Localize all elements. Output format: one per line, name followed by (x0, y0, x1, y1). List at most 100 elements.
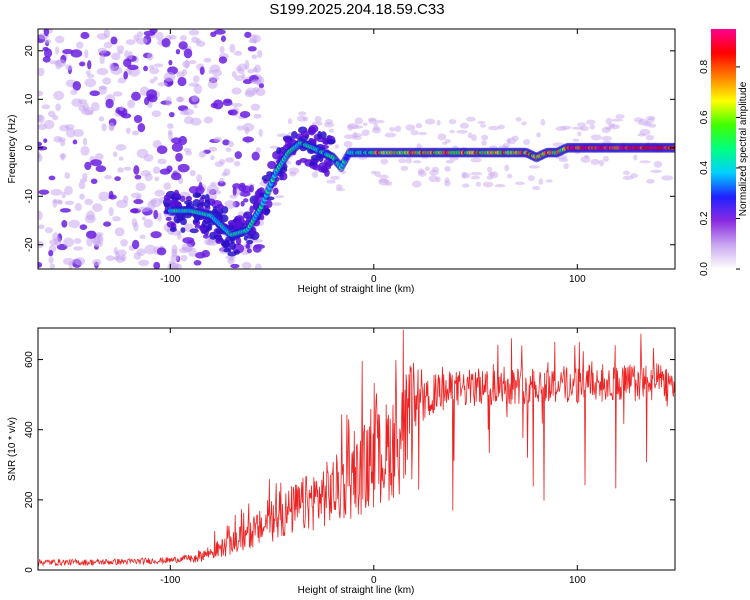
heatmap-cell (261, 174, 272, 182)
heatmap-cell (143, 30, 156, 37)
spectrogram-y-tick-label: 20 (24, 45, 35, 57)
snr-x-axis-title: Height of straight line (km) (298, 585, 415, 596)
heatmap-cell (599, 159, 604, 167)
heatmap-cell (182, 60, 191, 69)
heatmap-cell (532, 185, 541, 191)
heatmap-cell (74, 202, 82, 212)
heatmap-cell (309, 161, 316, 166)
heatmap-cell (118, 156, 124, 161)
heatmap-cell (435, 176, 441, 183)
heatmap-cell (80, 146, 90, 156)
heatmap-cell (234, 151, 242, 159)
heatmap-cell (195, 40, 206, 47)
heatmap-cell (481, 140, 487, 146)
heatmap-cell (121, 254, 127, 262)
heatmap-cell (646, 179, 655, 184)
heatmap-cell (131, 218, 138, 227)
heatmap-cell (183, 48, 193, 59)
heatmap-cell (295, 159, 302, 166)
heatmap-cell (418, 131, 427, 136)
heatmap-cell (245, 87, 258, 96)
heatmap-cell (254, 64, 262, 73)
snr-ticks: -100 0 100 0 200 400 600 (24, 328, 675, 586)
heatmap-cell (38, 224, 45, 230)
snr-x-tick-label: -100 (160, 575, 180, 586)
heatmap-cell (38, 210, 43, 221)
heatmap-cell (134, 174, 142, 180)
colorbar-tick-label: 0.6 (699, 110, 710, 124)
heatmap-cell (506, 138, 512, 144)
heatmap-cell (70, 89, 78, 96)
heatmap-cell (157, 212, 162, 222)
heatmap-cell (354, 117, 364, 125)
heatmap-cell (168, 112, 175, 118)
heatmap-cell (133, 198, 144, 205)
heatmap-cell (103, 29, 111, 39)
heatmap-cell (310, 154, 321, 161)
heatmap-cell (152, 166, 161, 174)
heatmap-cell (108, 122, 115, 132)
heatmap-cell (176, 71, 185, 78)
heatmap-cell (124, 50, 130, 59)
heatmap-cell (244, 126, 250, 135)
heatmap-cell (362, 122, 368, 126)
heatmap-cell (210, 31, 217, 38)
heatmap-cell (248, 38, 257, 44)
heatmap-cell (405, 157, 413, 164)
heatmap-cell (323, 122, 335, 128)
heatmap-cell (84, 49, 89, 59)
heatmap-cell (584, 154, 590, 159)
heatmap-cell (213, 29, 226, 35)
heatmap-cell (538, 178, 543, 185)
heatmap-cell (115, 249, 127, 257)
heatmap-cell (229, 194, 238, 199)
heatmap-cell (198, 181, 203, 192)
heatmap-cell (228, 141, 234, 148)
heatmap-cell (135, 182, 146, 191)
heatmap-cell (171, 137, 182, 144)
heatmap-cell (579, 125, 589, 132)
heatmap-cell (139, 234, 146, 240)
heatmap-cell (221, 241, 229, 247)
heatmap-cell (238, 184, 247, 192)
heatmap-cell (116, 199, 128, 209)
heatmap-cell (165, 96, 172, 107)
heatmap-cell (223, 248, 232, 253)
heatmap-cell (127, 99, 136, 109)
heatmap-cell (271, 202, 282, 206)
heatmap-cell (108, 190, 114, 199)
heatmap-cell (98, 116, 105, 122)
heatmap-cell (54, 59, 67, 68)
heatmap-cell (180, 227, 186, 233)
heatmap-cell (467, 132, 473, 139)
heatmap-cell (38, 261, 43, 268)
heatmap-cell (109, 63, 114, 71)
heatmap-cell (117, 167, 124, 173)
heatmap-cell (201, 219, 207, 228)
heatmap-cell (540, 118, 546, 126)
heatmap-cell (98, 191, 110, 202)
heatmap-cell (639, 160, 651, 164)
heatmap-cell (274, 195, 285, 199)
heatmap-cell (188, 60, 197, 65)
heatmap-cell (252, 244, 262, 253)
heatmap-cell (560, 125, 572, 130)
heatmap-cell (115, 144, 127, 151)
heatmap-cell (511, 135, 519, 141)
snr-y-tick-label: 400 (24, 421, 35, 438)
heatmap-cell (251, 151, 260, 161)
heatmap-cell (370, 170, 377, 175)
heatmap-cell (263, 208, 270, 216)
colorbar-tick-label: 0.8 (699, 60, 710, 74)
heatmap-cell (82, 137, 88, 146)
heatmap-cell (91, 101, 100, 112)
heatmap-cell (444, 180, 451, 187)
colorbar-ticks: 0.0 0.2 0.4 0.6 0.8 (699, 60, 740, 276)
heatmap-cell (295, 133, 305, 141)
heatmap-cell (84, 198, 94, 206)
heatmap-cell (150, 231, 162, 239)
heatmap-cell (169, 226, 177, 233)
heatmap-cell (244, 59, 250, 70)
heatmap-cell (151, 110, 161, 118)
